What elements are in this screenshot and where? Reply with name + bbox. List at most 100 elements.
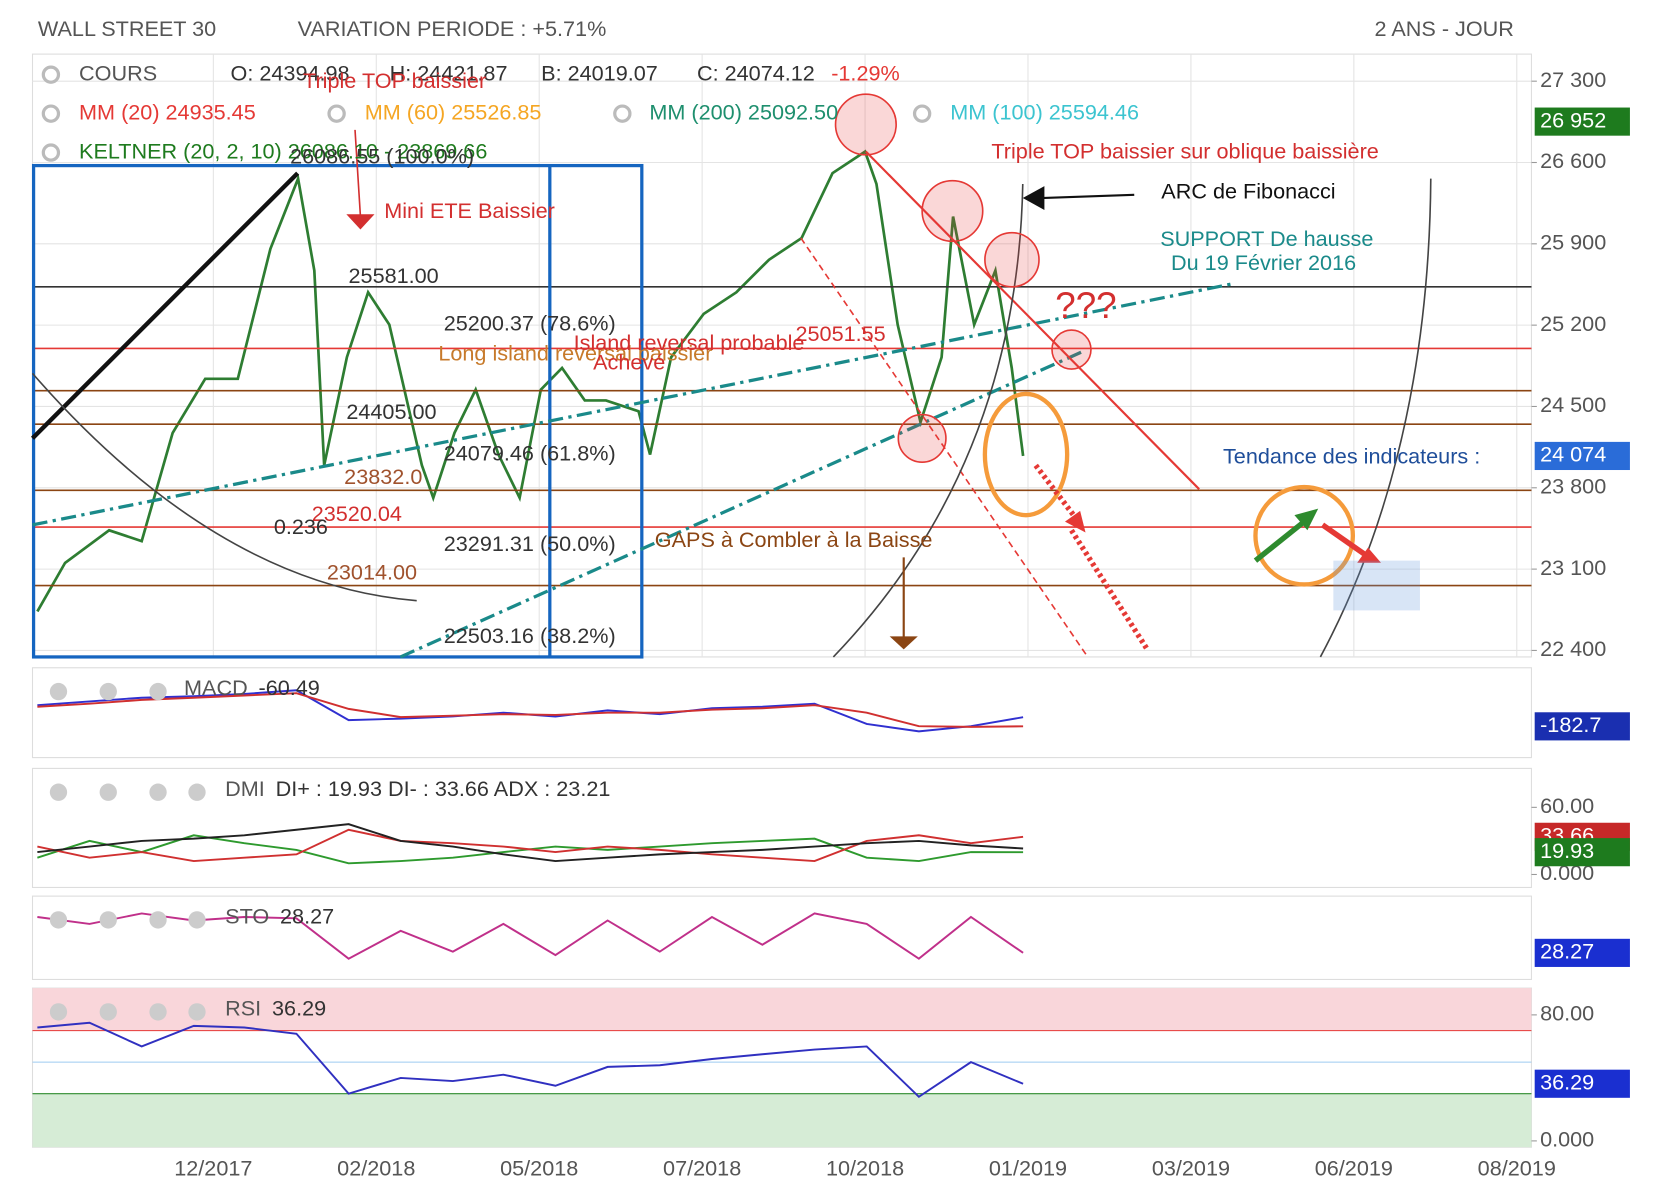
panel-title: MACD (184, 675, 248, 700)
y-tick-label: 26 600 (1540, 148, 1606, 173)
price-badge (1534, 1069, 1630, 1098)
panel-icon[interactable] (99, 783, 117, 801)
oversold-zone (32, 1093, 1532, 1148)
fibo-arc (832, 183, 1024, 658)
panel-icon[interactable] (49, 911, 68, 929)
fibo-box (31, 163, 644, 659)
down-arrow (1033, 463, 1080, 522)
settings-icon[interactable] (41, 104, 61, 123)
settings-icon[interactable] (41, 143, 61, 162)
panel-icon[interactable] (49, 1003, 68, 1021)
annotation: 25051.55 (795, 321, 885, 346)
panel-icon[interactable] (149, 1003, 167, 1021)
y-tick-label: 24 500 (1540, 392, 1606, 417)
annotation: ??? (1055, 285, 1116, 326)
y-tick-label: 25 200 (1540, 311, 1606, 336)
panel-icon[interactable] (99, 682, 117, 701)
top-circle (921, 179, 984, 243)
target-zone (1333, 560, 1420, 611)
panel-frame (31, 767, 1532, 889)
y-tick-label: 0.000 (1540, 1127, 1594, 1152)
annotation: Island reversal probable (574, 330, 805, 355)
panel-icon[interactable] (149, 783, 167, 801)
top-circle (984, 231, 1040, 288)
annotation: 24405.00 (346, 399, 436, 424)
variation: VARIATION PERIODE : +5.71% (298, 16, 607, 41)
price-badge (1534, 107, 1630, 136)
settings-icon[interactable] (41, 65, 61, 84)
panel (31, 987, 1537, 1148)
y-tick-label: 22 400 (1540, 636, 1606, 661)
resistance-line (865, 150, 1200, 490)
legend-change: -1.29% (831, 60, 900, 85)
price-badge (1534, 712, 1630, 741)
panel (31, 895, 1532, 980)
panel-frame (31, 667, 1532, 759)
legend-mm60: MM (60) 25526.85 (365, 99, 542, 124)
badge-label: 26 952 (1540, 107, 1606, 132)
y-tick-label: 23 100 (1540, 555, 1606, 580)
series-line (37, 1021, 1024, 1099)
settings-icon[interactable] (912, 104, 932, 123)
focus-ellipse (982, 391, 1070, 518)
fibo-arc (31, 372, 417, 602)
badge-label: 24 074 (1540, 442, 1606, 467)
pointer-arrow (354, 129, 362, 217)
panel-title: DMI (225, 776, 265, 801)
top-circle (897, 413, 947, 463)
annotation: Du 19 Février 2016 (1171, 250, 1356, 275)
overbought-zone (32, 988, 1532, 1031)
panel-icon[interactable] (149, 911, 167, 929)
legend-open: O: 24394.98 (231, 60, 350, 85)
annotation: 24079.46 (61.8%) (444, 440, 616, 465)
legend-mm100: MM (100) 25594.46 (950, 99, 1139, 124)
panel-icon[interactable] (49, 682, 68, 701)
trend-line (30, 171, 300, 440)
x-tick-label: 01/2019 (989, 1156, 1067, 1181)
panel-icon[interactable] (188, 783, 206, 801)
x-tick-label: 12/2017 (174, 1156, 252, 1181)
annotation: SUPPORT De hausse (1160, 226, 1373, 251)
legend-mm20: MM (20) 24935.45 (79, 99, 256, 124)
panel-value: DI+ : 19.93 DI- : 33.66 ADX : 23.21 (276, 776, 611, 801)
annotation: 23014.00 (327, 559, 417, 584)
settings-icon[interactable] (327, 104, 346, 123)
panel (31, 53, 1537, 1148)
x-tick-label: 02/2018 (337, 1156, 415, 1181)
legend-mm200: MM (200) 25092.50 (649, 99, 838, 124)
settings-icon[interactable] (613, 104, 632, 123)
panel-icon[interactable] (188, 1003, 206, 1021)
panel-value: 28.27 (280, 903, 334, 928)
panel-icon[interactable] (49, 783, 68, 801)
badge-label: 19.93 (1540, 838, 1594, 863)
annotation: 23832.0 (344, 464, 422, 489)
annotation: ARC de Fibonacci (1161, 178, 1335, 203)
panel-icon[interactable] (149, 682, 167, 701)
panel-icon[interactable] (188, 911, 206, 929)
panel (31, 667, 1532, 759)
panel (31, 767, 1537, 889)
annotation: 23291.31 (50.0%) (444, 531, 616, 556)
panel-icon[interactable] (99, 911, 117, 929)
badge-label: 36.29 (1540, 1069, 1594, 1094)
x-tick-label: 05/2018 (500, 1156, 578, 1181)
annotation: Mini ETE Baissier (384, 198, 555, 223)
arrow-head (346, 214, 375, 230)
badge-label: -182.7 (1540, 712, 1601, 737)
badge-label: 28.27 (1540, 939, 1594, 964)
annotation: 0.236 (274, 514, 328, 539)
panel-title: RSI (225, 995, 261, 1020)
support-line (399, 350, 1083, 659)
up-arrow (1253, 515, 1312, 563)
projection (1069, 528, 1150, 651)
arrow-head (889, 636, 918, 650)
panel-frame (31, 895, 1532, 980)
legend-cours: COURS (79, 60, 157, 85)
down-arrow (1321, 522, 1371, 560)
annotation: 25581.00 (349, 263, 439, 288)
panel-icon[interactable] (99, 1003, 117, 1021)
fibo-arc (1319, 178, 1432, 658)
annotation: 22503.16 (38.2%) (444, 623, 616, 648)
